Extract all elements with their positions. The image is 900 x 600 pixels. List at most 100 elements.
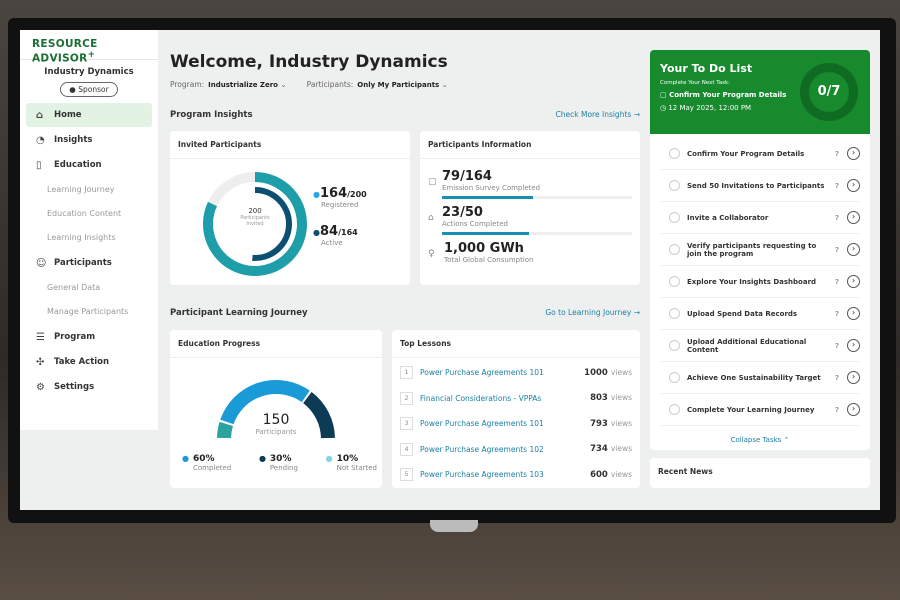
task-checkbox[interactable]	[669, 340, 680, 351]
lesson-rank: 5	[400, 468, 413, 482]
help-icon[interactable]: ?	[834, 245, 839, 254]
todo-title: Your To Do List	[660, 62, 753, 75]
sidebar-item-take-action[interactable]: ✣ Take Action	[26, 350, 152, 374]
task-item[interactable]: Upload Spend Data Records? ›	[660, 298, 860, 330]
lesson-title-link[interactable]: Power Purchase Agreements 101	[420, 368, 544, 378]
program-select[interactable]: Program: Industrialize Zero ⌄	[170, 80, 287, 89]
lesson-row[interactable]: 3 Power Purchase Agreements 101 793 views	[392, 411, 640, 437]
sidebar-item-home[interactable]: ⌂ Home	[26, 103, 152, 127]
tasks: Confirm Your Program Details? › Send 50 In…	[650, 138, 870, 426]
help-icon[interactable]: ?	[834, 373, 839, 382]
task-checkbox[interactable]	[669, 276, 680, 287]
main: Welcome, Industry Dynamics Program: Indus…	[170, 30, 645, 510]
task-item[interactable]: Complete Your Learning Journey? ›	[660, 394, 860, 426]
help-icon[interactable]: ?	[834, 181, 839, 190]
task-checkbox[interactable]	[669, 244, 680, 255]
task-item[interactable]: Send 50 Invitations to Participants? ›	[660, 170, 860, 202]
task-checkbox[interactable]	[669, 308, 680, 319]
info-value: 23/50	[442, 205, 483, 220]
pending-arc	[302, 391, 335, 439]
task-checkbox[interactable]	[669, 148, 680, 159]
help-icon[interactable]: ?	[834, 277, 839, 286]
sidebar-subitem-general-data[interactable]: General Data	[47, 283, 101, 292]
top-lessons-card: Top Lessons 1 Power Purchase Agreements 1…	[392, 330, 640, 488]
chevron-right-icon[interactable]: ›	[847, 179, 860, 192]
go-to-learning-journey-link[interactable]: Go to Learning Journey →	[545, 308, 640, 318]
lesson-title-link[interactable]: Power Purchase Agreements 103	[420, 470, 544, 480]
sidebar-item-label: Participants	[54, 258, 112, 268]
help-icon[interactable]: ?	[834, 213, 839, 222]
task-checkbox[interactable]	[669, 372, 680, 383]
active-total: /164	[338, 228, 358, 237]
legend-item: ● 60% Completed	[182, 454, 231, 472]
help-icon[interactable]: ?	[834, 149, 839, 158]
chevron-right-icon[interactable]: ›	[847, 147, 860, 160]
task-label: Achieve One Sustainability Target	[687, 373, 821, 382]
legend-label: Pending	[269, 464, 298, 472]
legend-pct: 10%	[336, 454, 359, 464]
sidebar-item-participants[interactable]: ☺ Participants	[26, 251, 152, 275]
sidebar-subitem-education-content[interactable]: Education Content	[47, 209, 122, 218]
collapse-tasks-button[interactable]: Collapse Tasks ⌃	[650, 436, 870, 444]
sidebar-item-label: Settings	[54, 382, 95, 392]
participants-select[interactable]: Participants: Only My Participants ⌄	[307, 80, 448, 89]
chevron-right-icon[interactable]: ›	[847, 275, 860, 288]
lesson-rank: 1	[400, 366, 413, 380]
lesson-title-link[interactable]: Power Purchase Agreements 102	[420, 444, 544, 454]
lesson-row[interactable]: 4 Power Purchase Agreements 102 734 views	[392, 437, 640, 463]
sidebar-subitem-learning-journey[interactable]: Learning Journey	[47, 185, 115, 194]
help-icon[interactable]: ?	[834, 405, 839, 414]
registered-arc	[203, 172, 307, 276]
lesson-views: 1000 views	[584, 368, 632, 378]
help-icon[interactable]: ?	[834, 341, 839, 350]
participants-label: Participants:	[306, 80, 354, 89]
active-value: 84	[319, 224, 339, 239]
task-item[interactable]: Verify participants requesting to join t…	[660, 234, 860, 266]
chevron-right-icon[interactable]: ›	[847, 339, 860, 352]
views-label: views	[610, 469, 632, 479]
task-item[interactable]: Confirm Your Program Details? ›	[660, 138, 860, 170]
views-count: 793	[590, 418, 608, 429]
sidebar-item-program[interactable]: ☰ Program	[26, 325, 152, 349]
role-badge[interactable]: ● Sponsor	[60, 82, 118, 97]
card-title: Education Progress	[170, 330, 382, 358]
not-started-arc	[217, 421, 233, 439]
todo-header: Your To Do List Complete Your Next Task:…	[650, 50, 870, 134]
chevron-right-icon[interactable]: ›	[847, 307, 860, 320]
task-label: Explore Your Insights Dashboard	[687, 277, 817, 286]
task-item[interactable]: Explore Your Insights Dashboard? ›	[660, 266, 860, 298]
task-checkbox[interactable]	[669, 404, 680, 415]
logo[interactable]: RESOURCE ADVISOR+	[20, 30, 158, 65]
sidebar-subitem-learning-insights[interactable]: Learning Insights	[47, 233, 116, 242]
people-icon: ☺	[36, 257, 47, 269]
sidebar-item-education[interactable]: ▯ Education	[26, 153, 152, 177]
lesson-title-link[interactable]: Power Purchase Agreements 101	[420, 419, 544, 429]
task-label: Send 50 Invitations to Participants	[687, 181, 825, 190]
lesson-row[interactable]: 2 Financial Considerations - VPPAs 803 vie…	[392, 386, 640, 412]
lesson-title-link[interactable]: Financial Considerations - VPPAs	[420, 393, 542, 403]
check-more-insights-link[interactable]: Check More Insights →	[556, 110, 640, 120]
task-item[interactable]: Invite a Collaborator? ›	[660, 202, 860, 234]
next-task[interactable]: ▢ Confirm Your Program Details	[660, 91, 860, 99]
invited-participants-card: Invited Participants 200 Participants In…	[170, 131, 410, 285]
lesson-row[interactable]: 5 Power Purchase Agreements 103 600 views	[392, 462, 640, 488]
task-checkbox[interactable]	[669, 212, 680, 223]
legend-label: Completed	[192, 464, 232, 472]
chevron-right-icon[interactable]: ›	[847, 403, 860, 416]
sidebar-subitem-manage-participants[interactable]: Manage Participants	[47, 307, 129, 316]
sidebar-item-insights[interactable]: ◔ Insights	[26, 128, 152, 152]
task-item[interactable]: Achieve One Sustainability Target? ›	[660, 362, 860, 394]
task-label: Upload Spend Data Records	[687, 309, 798, 318]
task-checkbox[interactable]	[669, 180, 680, 191]
arrow-right-icon: →	[633, 110, 640, 119]
list-icon: ☰	[36, 331, 45, 343]
donut-center: 200 Participants Invited	[235, 207, 275, 227]
clipboard-icon: ▢	[660, 91, 667, 99]
chevron-right-icon[interactable]: ›	[847, 371, 860, 384]
task-item[interactable]: Upload Additional Educational Content? ›	[660, 330, 860, 362]
chevron-right-icon[interactable]: ›	[847, 243, 860, 256]
sidebar-item-settings[interactable]: ⚙ Settings	[26, 375, 152, 399]
chevron-right-icon[interactable]: ›	[847, 211, 860, 224]
lesson-row[interactable]: 1 Power Purchase Agreements 101 1000 views	[392, 360, 640, 386]
help-icon[interactable]: ?	[834, 309, 839, 318]
